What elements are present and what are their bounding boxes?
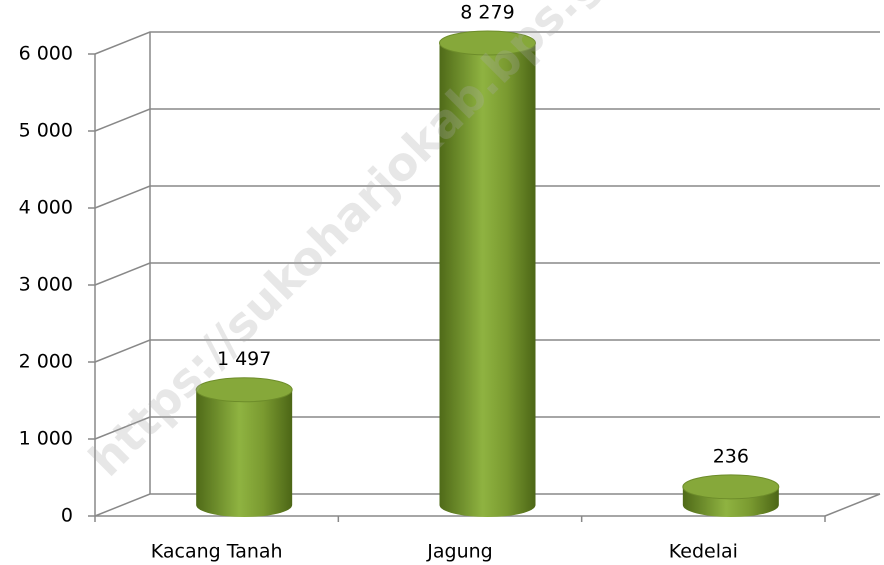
x-tick-label: Jagung	[426, 541, 492, 563]
value-label: 236	[713, 445, 749, 467]
grid-line	[94, 262, 880, 286]
value-label: 1 497	[217, 348, 271, 370]
x-tick-label: Kedelai	[669, 541, 738, 563]
grid-line	[94, 31, 880, 55]
y-tick-label: 6 000	[19, 43, 73, 65]
watermark: https://sukoharjokab.bps.go.id	[78, 0, 680, 487]
bar	[196, 389, 293, 517]
bar	[439, 43, 536, 517]
grid-line	[94, 339, 880, 363]
x-tick-label: Kacang Tanah	[151, 541, 283, 563]
y-tick-label: 1 000	[19, 428, 73, 450]
y-tick-label: 0	[61, 505, 73, 527]
bar-top	[682, 474, 780, 500]
grid-line	[94, 185, 880, 209]
y-tick-label: 3 000	[19, 274, 73, 296]
bars	[195, 30, 780, 517]
y-tick-label: 5 000	[19, 120, 73, 142]
axis	[824, 493, 881, 517]
value-label: 8 279	[460, 2, 514, 24]
grid-line	[94, 493, 880, 517]
grid-line	[94, 108, 880, 132]
grid	[88, 31, 881, 522]
bar-top	[439, 30, 536, 56]
bar-top	[195, 377, 293, 403]
grid-line	[94, 416, 880, 440]
y-tick-label: 2 000	[19, 351, 73, 373]
y-tick-label: 4 000	[19, 197, 73, 219]
